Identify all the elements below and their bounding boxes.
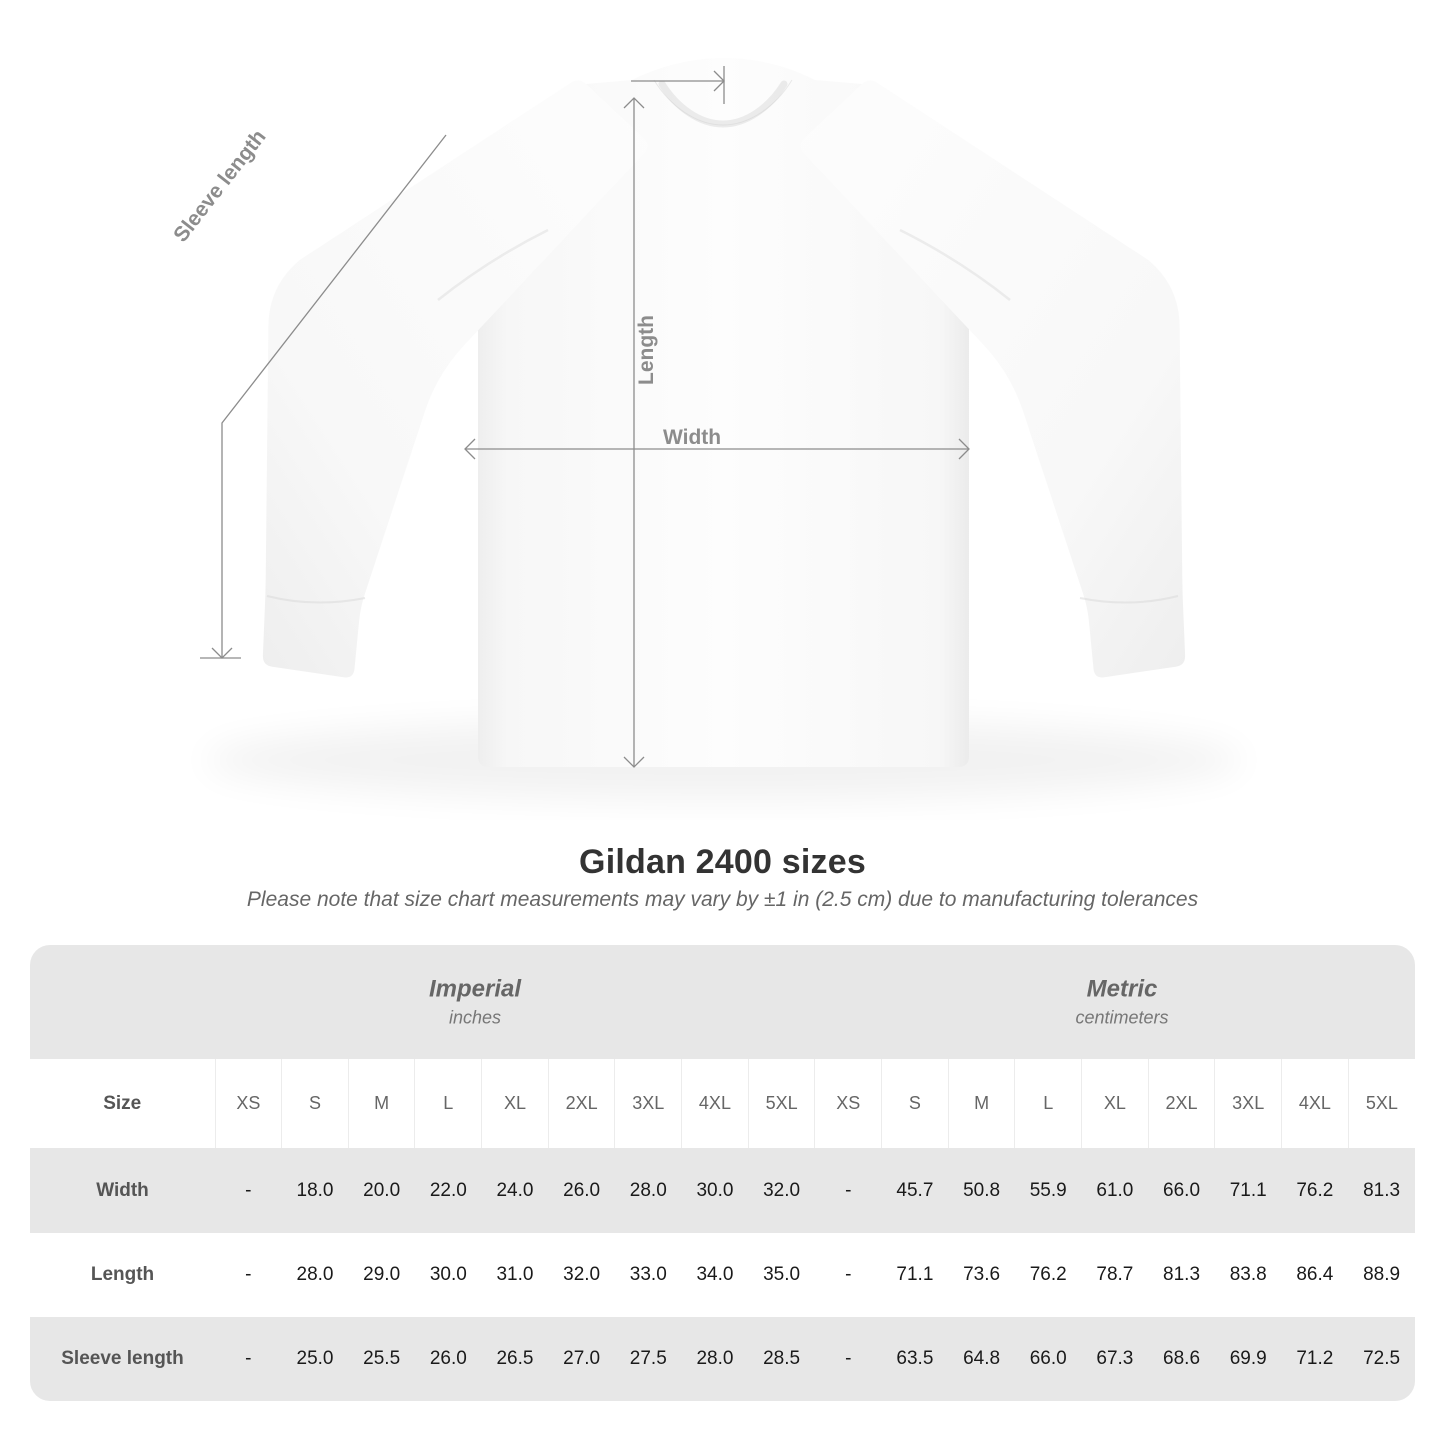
- svg-text:Length: Length: [635, 315, 658, 385]
- svg-text:Width: Width: [663, 426, 721, 449]
- svg-text:Sleeve length: Sleeve length: [169, 126, 270, 247]
